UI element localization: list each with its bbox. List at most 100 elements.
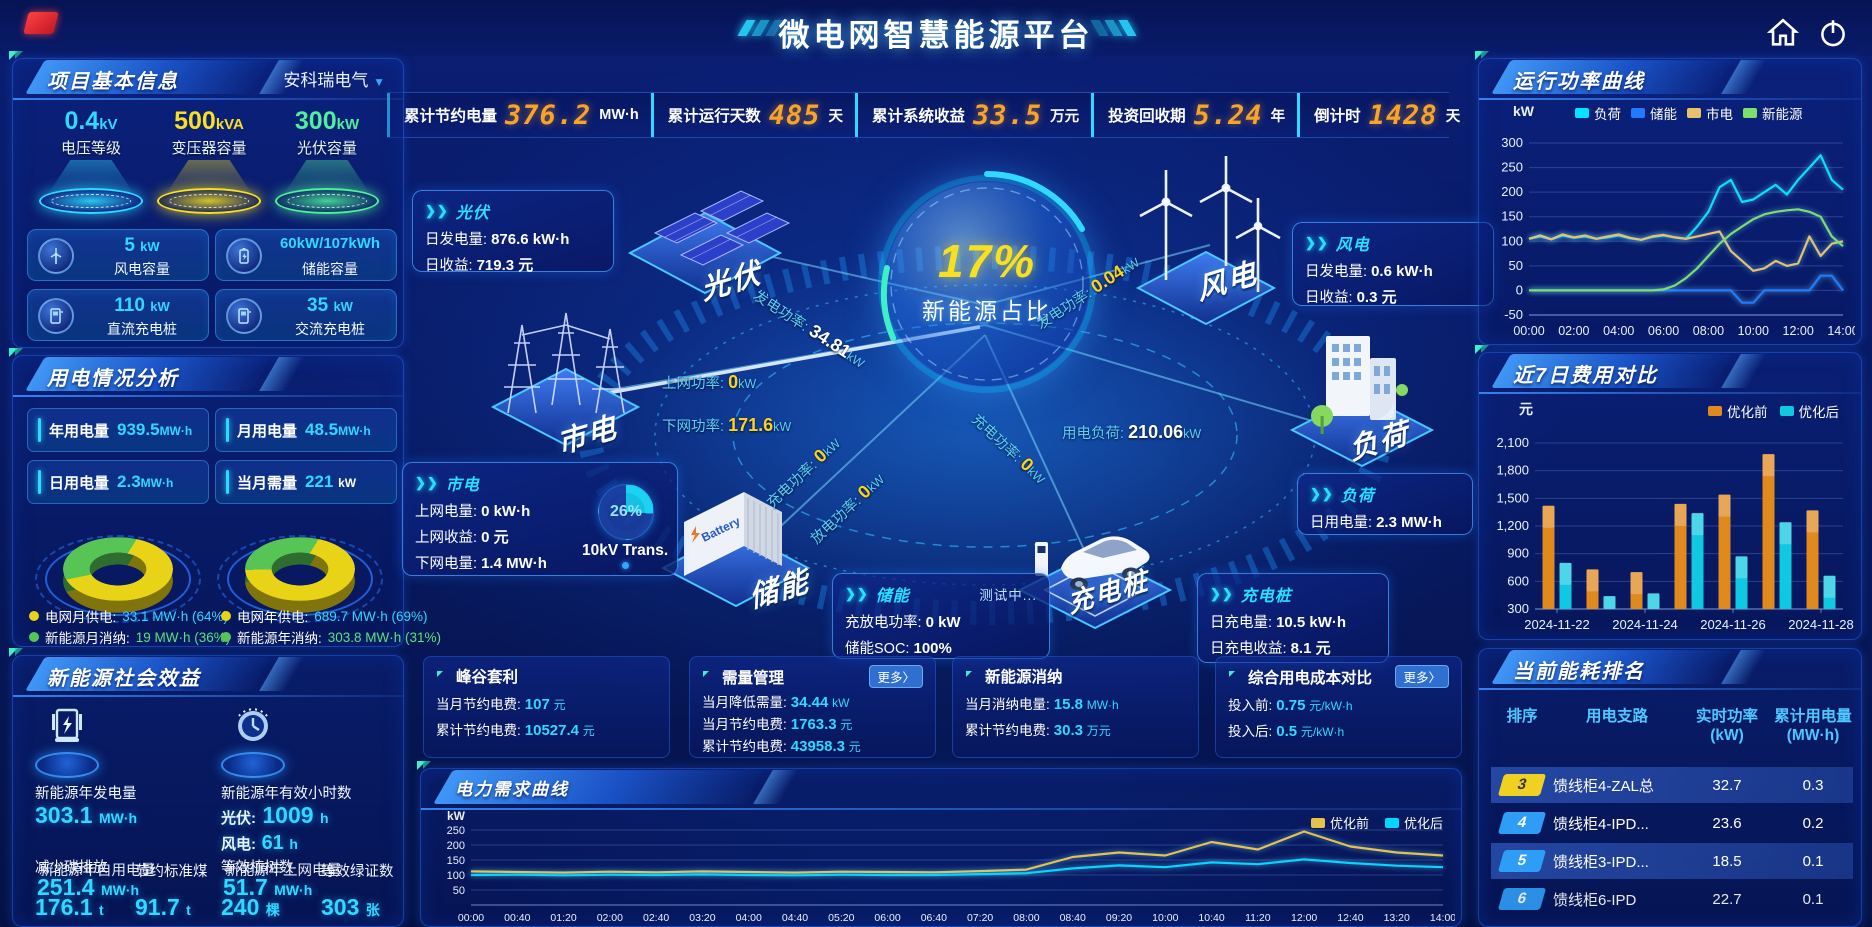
- ranking-row[interactable]: 5 馈线柜3-IPD... 18.5 0.1: [1491, 843, 1853, 879]
- kpi-payback-period: 投资回收期 5.24 年: [1091, 93, 1297, 137]
- self-use-label: 新能源年自用电量: [39, 863, 155, 879]
- battery-icon: [226, 238, 262, 274]
- arrow-icon: ❯❯: [415, 475, 439, 490]
- svg-text:150: 150: [447, 855, 465, 867]
- hours-pv-value: 光伏: 1009 h: [221, 802, 329, 828]
- svg-text:50: 50: [1509, 258, 1523, 273]
- legend-item[interactable]: 负荷: [1575, 103, 1621, 123]
- legend-item[interactable]: 优化前: [1310, 813, 1369, 832]
- hours-label: 新能源年有效小时数: [221, 786, 352, 802]
- hours-clock-icon: [221, 704, 285, 782]
- legend-item[interactable]: 新能源: [1743, 103, 1803, 123]
- page-title: 微电网智慧能源平台: [778, 18, 1094, 53]
- arrow-icon: ❯❯: [1210, 586, 1234, 601]
- charger-icon: [226, 298, 262, 334]
- panel-project-info: 项目基本信息 安科瑞电气 ▼ 0.4kV 电压等级 500kVA 变压器容量 3…: [9, 51, 404, 348]
- svg-text:-50: -50: [1504, 307, 1523, 322]
- svg-text:10:00: 10:00: [1738, 324, 1769, 338]
- gen-energy-icon: [35, 704, 99, 782]
- arrow-icon: ❯❯: [425, 203, 449, 218]
- ranking-row[interactable]: 4 馈线柜4-IPD... 23.6 0.2: [1491, 805, 1853, 841]
- svg-text:00:00: 00:00: [1513, 324, 1544, 338]
- svg-text:2,100: 2,100: [1496, 435, 1529, 450]
- kpi-countdown: 倒计时 1428 天: [1297, 93, 1472, 137]
- flow-up-power: 上网功率: 0kW: [662, 372, 757, 392]
- power-curve-y-unit: kW: [1513, 103, 1534, 119]
- corner-arrows-icon: [1479, 649, 1495, 661]
- svg-text:08:00: 08:00: [1013, 912, 1039, 924]
- svg-text:13:20: 13:20: [1384, 912, 1410, 924]
- svg-text:06:00: 06:00: [874, 912, 900, 924]
- panel-social-benefit: 新能源社会效益 新能源年发电量 303.1 MW·h 新能源年有效小时数 光伏:…: [9, 648, 404, 927]
- svg-text:12:40: 12:40: [1337, 912, 1363, 924]
- to-grid-label: 新能源年上网电量: [225, 863, 341, 879]
- gen-value: 303.1 MW·h: [35, 802, 138, 828]
- panel-cost-compare-header: 近7日费用对比: [1475, 345, 1861, 394]
- corner-arrows-icon: [7, 646, 29, 668]
- ranking-row[interactable]: 6 馈线柜6-IPD 22.7 0.1: [1491, 881, 1853, 917]
- arrow-icon: ❯❯: [1305, 235, 1329, 250]
- more-button[interactable]: 更多〉: [869, 665, 923, 688]
- panel-energy-ranking-header: 当前能耗排名: [1479, 649, 1861, 690]
- svg-text:100: 100: [1501, 233, 1523, 248]
- power-icon[interactable]: [1816, 16, 1850, 50]
- kpi-bar: 累计节约电量 376.2 MW·h 累计运行天数 485 天 累计系统收益 33…: [387, 92, 1460, 138]
- cost-compare-chart[interactable]: 300 600 900 1,200 1,500 1,800 2,100 2024-11-22 2…: [1487, 417, 1855, 635]
- flow-load-power: 用电负荷: 210.06kW: [1062, 422, 1202, 442]
- svg-text:250: 250: [447, 825, 465, 837]
- corner-arrows-icon: [7, 346, 29, 368]
- donut-month: [35, 514, 201, 624]
- transformer-gauge-label: 10kV Trans.: [582, 542, 669, 559]
- home-icon[interactable]: [1766, 16, 1800, 50]
- ranking-row[interactable]: 3 馈线柜4-ZAL总 32.7 0.3: [1491, 767, 1853, 803]
- svg-text:200: 200: [447, 840, 465, 852]
- coal-value: 91.7 t: [135, 894, 191, 920]
- svg-text:04:00: 04:00: [1603, 324, 1634, 338]
- demand-curve-chart[interactable]: 50 100 150 200 250 00:00 00:40 01:20 02:00 02:40 0…: [427, 813, 1455, 925]
- legend-item[interactable]: 优化后: [1384, 813, 1443, 832]
- hours-wind-value: 风电: 61 h: [221, 832, 298, 854]
- to-grid-value: 51.7 MW·h: [223, 874, 313, 900]
- legend-new-month: 新能源月消纳: 19 MW·h (36%): [29, 627, 230, 647]
- legend-item[interactable]: 储能: [1631, 103, 1677, 123]
- legend-item[interactable]: 优化后: [1779, 401, 1839, 421]
- svg-text:0: 0: [1516, 282, 1523, 297]
- panel-power-curve: 运行功率曲线 kW 负荷 储能 市电 新能源 -50 0 50 100 150 200 25…: [1475, 51, 1862, 345]
- panel-project-info-header: 项目基本信息 安科瑞电气 ▼: [9, 51, 403, 100]
- svg-text:2024-11-26: 2024-11-26: [1700, 617, 1766, 632]
- legend-item[interactable]: 市电: [1687, 103, 1733, 123]
- svg-text:300: 300: [1501, 135, 1523, 150]
- title-decor-right: [1086, 20, 1137, 36]
- header-bar: 微电网智慧能源平台: [0, 0, 1872, 56]
- stat-month-demand: 当月需量 221 kW: [215, 460, 397, 504]
- center-orb: 17% 新能源占比: [878, 171, 1096, 393]
- kpi-saved-energy: 累计节约电量 376.2 MW·h: [387, 93, 651, 137]
- podium-transformer-capacity: 500kVA 变压器容量: [147, 107, 271, 214]
- corner-arrows-icon: [415, 759, 437, 781]
- arrow-icon: ❯❯: [845, 586, 869, 601]
- svg-text:05:20: 05:20: [828, 912, 854, 924]
- flow-down-power: 下网功率: 171.6kW: [662, 415, 792, 435]
- corner-arrows-icon: [1473, 49, 1495, 71]
- svg-text:12:00: 12:00: [1783, 324, 1814, 338]
- stat-day-usage: 日用电量 2.3MW·h: [27, 460, 209, 504]
- rank-badge: 5: [1497, 850, 1547, 872]
- pv-info-box: ❯❯ 光伏 日发电量: 876.6 kW·h 日收益: 719.3 元: [412, 190, 614, 274]
- more-button[interactable]: 更多〉: [1395, 665, 1449, 688]
- charger-icon: [38, 298, 74, 334]
- svg-text:14:00: 14:00: [1430, 912, 1455, 924]
- svg-text:2024-11-28: 2024-11-28: [1788, 617, 1854, 632]
- company-dropdown[interactable]: 安科瑞电气 ▼: [283, 66, 385, 91]
- stat-year-usage: 年用电量 939.5MW·h: [27, 408, 209, 452]
- rank-badge: 4: [1497, 812, 1547, 834]
- legend-item[interactable]: 优化前: [1708, 401, 1768, 421]
- svg-text:50: 50: [453, 885, 465, 897]
- svg-text:04:00: 04:00: [736, 912, 762, 924]
- transformer-load-gauge: 26%: [598, 484, 654, 540]
- svg-text:1,200: 1,200: [1496, 518, 1529, 533]
- svg-text:2024-11-24: 2024-11-24: [1612, 617, 1678, 632]
- svg-text:08:40: 08:40: [1060, 912, 1086, 924]
- card-cost-comparison: 综合用电成本对比 更多〉 投入前: 0.75 元/kW·h 投入后: 0.5 元/k…: [1215, 656, 1462, 758]
- cost-compare-y-unit: 元: [1519, 401, 1533, 417]
- power-curve-chart[interactable]: -50 0 50 100 150 200 250 300 00:00 02:00 04:00 06:0…: [1487, 121, 1855, 339]
